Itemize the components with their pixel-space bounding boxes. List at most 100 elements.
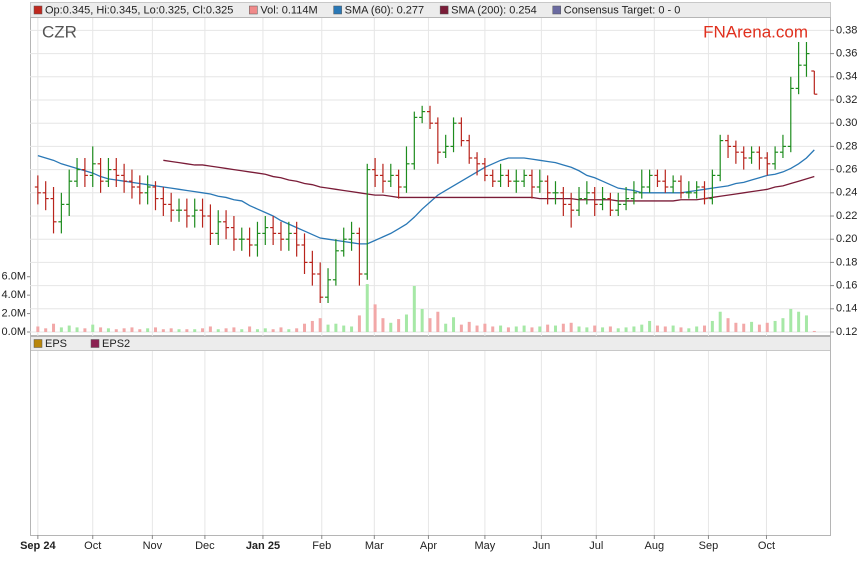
x-tick-label: Jan 25 [246, 540, 280, 552]
volume-bar [138, 329, 142, 332]
legend-label: Vol: 0.114M [260, 4, 317, 16]
volume-bar [632, 326, 636, 332]
volume-bar [59, 327, 63, 332]
volume-bar [710, 320, 714, 332]
volume-bar [804, 315, 808, 332]
y-tick-label: 0.16 [836, 280, 857, 292]
y-tick-label: 0.26 [836, 164, 857, 176]
x-tick-label: Oct [84, 540, 101, 552]
volume-bar [601, 327, 605, 332]
text-layer: CZR FNArena.com 0.12 0.14 0.16 0.18 0.20 0.22… [2, 4, 858, 552]
volume-bar [114, 329, 118, 332]
y2-tick-label: 0.0M [2, 326, 26, 338]
legend-swatch [333, 5, 342, 15]
volume-bar [499, 325, 503, 332]
volume-bar [616, 328, 620, 332]
volume-bar [726, 318, 730, 332]
volume-bar [428, 318, 432, 332]
volume-bar [459, 324, 463, 332]
legend-swatch [33, 5, 43, 15]
y2-tick-label: 2.0M [2, 307, 26, 319]
volume-bar [640, 324, 644, 332]
volume-bar [106, 328, 110, 332]
legend-label: SMA (200): 0.254 [451, 4, 537, 16]
volume-bar [52, 323, 56, 332]
volume-bar [742, 323, 746, 332]
volume-bar [467, 321, 471, 332]
volume-bar [546, 324, 550, 332]
legend-label: EPS2 [102, 338, 130, 350]
volume-bar [789, 308, 793, 332]
volume-bar [757, 324, 761, 332]
x-tick-label: Apr [420, 540, 437, 552]
volume-bar [350, 326, 354, 332]
legend-swatch [249, 5, 258, 15]
y-tick-label: 0.24 [836, 187, 857, 199]
volume-bar [750, 321, 754, 332]
volume-bar [303, 323, 307, 332]
volume-bar [185, 329, 189, 332]
volume-bar [522, 325, 526, 332]
volume-bar [310, 320, 314, 332]
price-panel [30, 17, 831, 336]
volume-bar [216, 329, 220, 332]
volume-bar [608, 326, 612, 332]
volume-bar [648, 320, 652, 332]
y-tick-label: 0.34 [836, 71, 857, 83]
volume-bar [444, 323, 448, 332]
volume-bar [655, 325, 659, 332]
volume-bar [671, 325, 675, 332]
ticker-symbol: CZR [42, 22, 77, 41]
volume-bar [193, 329, 197, 332]
volume-bar [161, 329, 165, 332]
volume-bar [271, 329, 275, 332]
volume-layer [36, 284, 816, 332]
volume-bar [577, 326, 581, 332]
volume-bar [569, 322, 573, 332]
volume-bar [36, 326, 40, 332]
volume-bar [83, 328, 87, 332]
volume-bar [67, 325, 71, 332]
volume-bar [397, 319, 401, 332]
volume-bar [326, 324, 330, 332]
y-tick-label: 0.36 [836, 48, 857, 60]
volume-bar [436, 311, 440, 332]
legend-swatch [90, 339, 100, 348]
volume-bar [342, 325, 346, 332]
volume-bar [530, 327, 534, 332]
y2-tick-label: 4.0M [2, 289, 26, 301]
volume-bar [412, 285, 416, 332]
volume-bar [718, 311, 722, 332]
x-tick-label: Feb [312, 540, 331, 552]
volume-bar [538, 326, 542, 332]
x-tick-label: Dec [195, 540, 215, 552]
volume-bar [169, 328, 173, 332]
volume-bar [201, 328, 205, 332]
volume-bar [91, 324, 95, 332]
volume-bar [624, 327, 628, 332]
volume-bar [514, 326, 518, 332]
volume-bar [561, 323, 565, 332]
legend-swatch [33, 339, 43, 348]
volume-bar [773, 320, 777, 332]
volume-bar [695, 326, 699, 332]
legend-swatch [552, 5, 561, 15]
x-tick-label: Mar [365, 540, 384, 552]
eps-legend-strip [30, 336, 831, 351]
volume-bar [208, 326, 212, 332]
x-tick-label: May [475, 540, 496, 552]
volume-bar [703, 325, 707, 332]
volume-bar [765, 322, 769, 332]
volume-bar [420, 308, 424, 332]
legend-label: Consensus Target: 0 - 0 [564, 4, 681, 16]
volume-bar [240, 329, 244, 332]
volume-bar [248, 326, 252, 332]
volume-bar [483, 323, 487, 332]
volume-bar [404, 314, 408, 332]
y-tick-label: 0.28 [836, 140, 857, 152]
volume-bar [334, 323, 338, 332]
legend-swatch [439, 5, 449, 15]
volume-bar [593, 325, 597, 332]
